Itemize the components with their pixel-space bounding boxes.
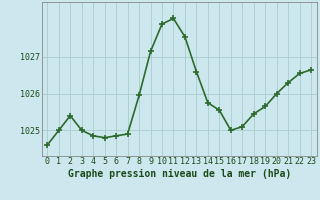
X-axis label: Graphe pression niveau de la mer (hPa): Graphe pression niveau de la mer (hPa) [68, 169, 291, 179]
